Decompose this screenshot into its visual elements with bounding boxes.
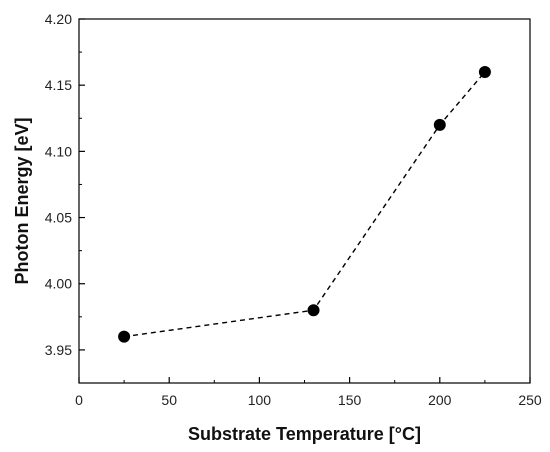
data-point (307, 304, 320, 317)
x-tick-label: 200 (428, 392, 452, 408)
x-tick-label: 50 (161, 392, 177, 408)
y-tick-label: 4.00 (45, 276, 72, 292)
x-tick-label: 0 (75, 392, 83, 408)
plot-frame (78, 18, 531, 384)
x-tick-label: 250 (518, 392, 542, 408)
y-tick-label: 4.10 (45, 143, 72, 159)
y-axis-title: Photon Energy [eV] (12, 117, 32, 284)
x-axis-title: Substrate Temperature [°C] (188, 424, 421, 444)
data-point (478, 65, 491, 78)
axis-ticks: 0 50 100 150 200 250 3.95 4.00 4.05 4.10 4.15 4.20 (45, 11, 542, 408)
y-tick-label: 4.05 (45, 210, 72, 226)
y-tick-label: 3.95 (45, 342, 72, 358)
y-tick-label: 4.20 (45, 11, 72, 27)
series-marker-layer (118, 65, 491, 343)
x-tick-label: 100 (248, 392, 272, 408)
x-tick-label: 150 (338, 392, 362, 408)
series-line (124, 71, 486, 338)
data-point (433, 118, 446, 131)
series-line-layer (124, 71, 486, 338)
data-point (118, 330, 131, 343)
y-tick-label: 4.15 (45, 77, 72, 93)
